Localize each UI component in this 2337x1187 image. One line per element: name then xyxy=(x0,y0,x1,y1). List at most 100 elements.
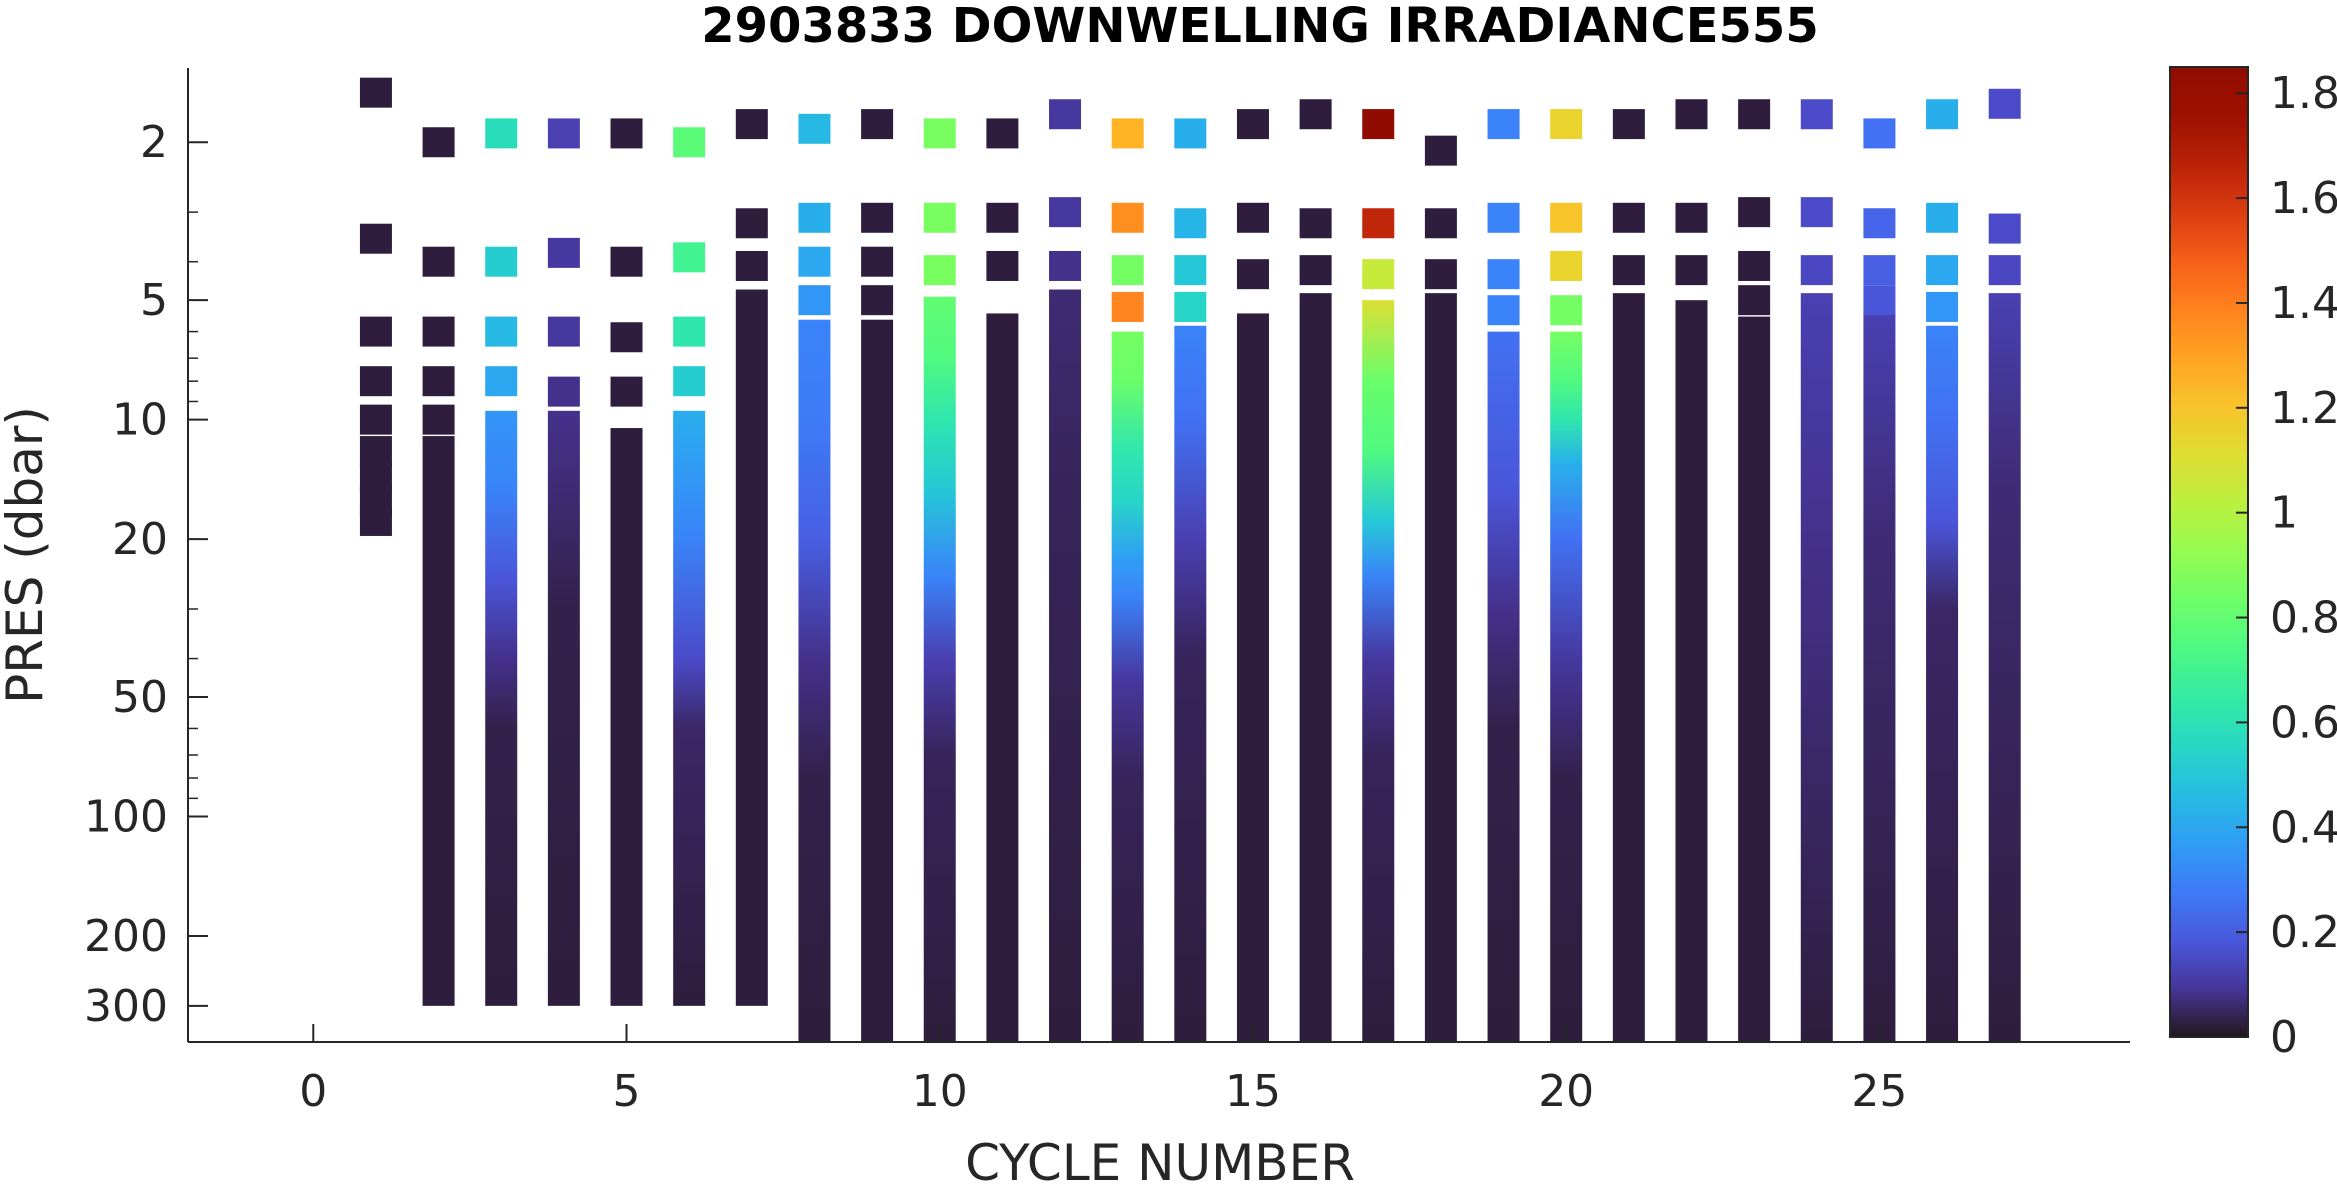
data-point xyxy=(923,202,956,233)
data-point xyxy=(1487,109,1520,140)
data-point xyxy=(547,376,580,407)
chart-title: 2903833 DOWNWELLING IRRADIANCE555 xyxy=(701,0,1818,54)
data-point xyxy=(1675,99,1708,130)
profile-cycle-3 xyxy=(485,118,518,1006)
profile-cycle-9 xyxy=(861,109,894,1042)
colorbar: 0 0.2 0.4 0.6 0.8 1 1.2 1.4 1.6 1.8 xyxy=(2169,66,2337,1063)
data-point xyxy=(798,246,831,277)
x-tick-label: 20 xyxy=(1538,1066,1594,1117)
profile-bar-cycle-17 xyxy=(1362,300,1395,1042)
data-point xyxy=(1738,285,1771,316)
data-point xyxy=(1049,250,1082,281)
data-point xyxy=(485,246,518,277)
colorbar-tick-label: 1.6 xyxy=(2270,173,2337,224)
data-point xyxy=(359,436,392,467)
profile-cycle-21 xyxy=(1612,109,1645,1042)
profile-cycle-18 xyxy=(1424,135,1457,1042)
data-point xyxy=(1800,197,1833,228)
data-point xyxy=(1738,250,1771,281)
data-point xyxy=(1236,202,1269,233)
plot-area xyxy=(359,77,2021,1043)
profile-bar-cycle-26 xyxy=(1926,325,1959,1043)
data-point xyxy=(1800,99,1833,130)
data-point xyxy=(1299,255,1332,286)
data-point xyxy=(359,316,392,347)
data-point xyxy=(422,246,455,277)
x-tick-label: 5 xyxy=(613,1066,641,1117)
profile-bar-cycle-11 xyxy=(986,313,1019,1043)
profile-cycle-26 xyxy=(1926,99,1959,1043)
data-point xyxy=(735,109,768,140)
data-point xyxy=(861,202,894,233)
profile-bar-cycle-21 xyxy=(1612,293,1645,1042)
profile-bar-cycle-27 xyxy=(1988,293,2021,1042)
x-axis-label: CYCLE NUMBER xyxy=(965,1134,1355,1187)
x-tick-label: 10 xyxy=(912,1066,968,1117)
data-point xyxy=(1174,208,1207,239)
profile-bar-cycle-12 xyxy=(1049,289,1082,1042)
profile-cycle-13 xyxy=(1111,118,1144,1042)
data-point xyxy=(1424,208,1457,239)
data-point xyxy=(986,250,1019,281)
y-tick-label: 20 xyxy=(112,514,168,565)
colorbar-tick-label: 0.2 xyxy=(2270,907,2337,958)
profile-bar-cycle-15 xyxy=(1236,313,1269,1043)
y-axis-label: PRES (dbar) xyxy=(0,406,54,704)
data-point xyxy=(1863,118,1896,149)
profile-bar-cycle-6 xyxy=(673,410,706,1006)
data-point xyxy=(673,127,706,158)
data-point xyxy=(359,223,392,254)
profile-cycle-15 xyxy=(1236,109,1269,1043)
data-point xyxy=(1926,99,1959,130)
x-tick-label: 25 xyxy=(1851,1066,1907,1117)
data-point xyxy=(1424,135,1457,166)
data-point xyxy=(1049,197,1082,228)
data-point xyxy=(673,316,706,347)
data-point xyxy=(1612,202,1645,233)
data-point xyxy=(735,250,768,281)
data-point xyxy=(673,242,706,273)
data-point xyxy=(1550,295,1583,326)
data-point xyxy=(610,118,643,149)
colorbar-tick-label: 1.8 xyxy=(2270,68,2337,119)
data-point xyxy=(986,118,1019,149)
profile-cycle-4 xyxy=(547,118,580,1006)
profile-cycle-1 xyxy=(359,77,392,536)
x-tick-label: 15 xyxy=(1225,1066,1281,1117)
data-point xyxy=(422,366,455,397)
colorbar-scale xyxy=(2169,66,2249,1038)
data-point xyxy=(547,237,580,268)
data-point xyxy=(1988,255,2021,286)
data-point xyxy=(359,366,392,397)
data-point xyxy=(547,316,580,347)
data-point xyxy=(610,246,643,277)
profile-bar-cycle-5 xyxy=(610,428,643,1006)
colorbar-tick-label: 1 xyxy=(2270,488,2298,539)
data-point xyxy=(1863,208,1896,239)
data-point xyxy=(1111,202,1144,233)
profile-bar-cycle-16 xyxy=(1299,293,1332,1042)
data-point xyxy=(422,316,455,347)
y-tick-label: 100 xyxy=(84,792,168,843)
profile-cycle-27 xyxy=(1988,88,2021,1042)
profile-cycle-11 xyxy=(986,118,1019,1043)
data-point xyxy=(1362,109,1395,140)
data-point xyxy=(1487,295,1520,326)
x-axis: 0 5 10 15 20 25 xyxy=(188,1024,2130,1117)
y-tick-label: 200 xyxy=(84,911,168,962)
profile-cycle-20 xyxy=(1550,109,1583,1042)
data-point xyxy=(1424,259,1457,290)
profile-cycle-8 xyxy=(798,113,831,1042)
data-point xyxy=(1362,259,1395,290)
data-point xyxy=(673,366,706,397)
data-point xyxy=(1174,291,1207,322)
profile-cycle-25 xyxy=(1863,118,1896,1043)
data-point xyxy=(986,202,1019,233)
data-point xyxy=(359,505,392,536)
profile-bar-cycle-2 xyxy=(422,436,455,1006)
profile-cycle-19 xyxy=(1487,109,1520,1042)
profile-bar-cycle-19 xyxy=(1487,331,1520,1042)
profile-cycle-5 xyxy=(610,118,643,1006)
profile-cycle-14 xyxy=(1174,118,1207,1043)
